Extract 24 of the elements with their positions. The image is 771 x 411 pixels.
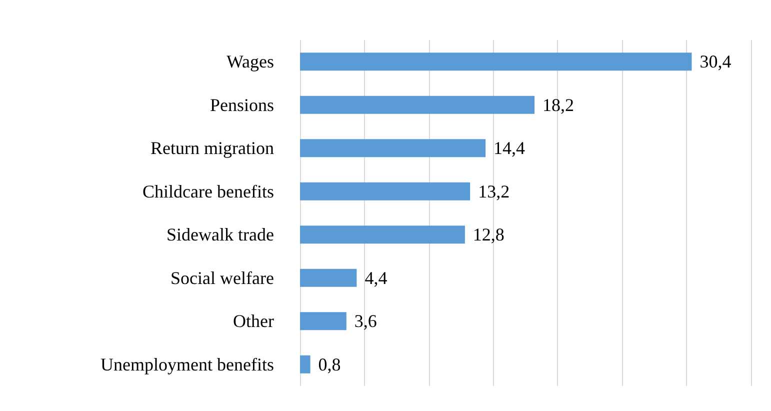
- y-tick-label: Unemployment benefits: [100, 354, 274, 374]
- data-label: 18,2: [542, 94, 574, 115]
- y-tick-label: Other: [233, 311, 274, 332]
- y-tick-label: Pensions: [210, 94, 274, 115]
- y-tick-label: Wages: [226, 52, 274, 72]
- bar: [300, 52, 692, 71]
- y-tick-label: Return migration: [150, 138, 274, 158]
- data-label: 4,4: [364, 268, 388, 288]
- bar: [300, 268, 357, 287]
- bar: [300, 226, 465, 244]
- data-label: 30,4: [700, 52, 732, 72]
- data-label: 3,6: [354, 311, 377, 332]
- data-label: 0,8: [318, 354, 341, 374]
- y-tick-label: Social welfare: [170, 268, 274, 288]
- bar: [300, 355, 310, 374]
- y-tick-label: Childcare benefits: [142, 181, 274, 202]
- y-tick-label: Sidewalk trade: [166, 224, 274, 245]
- bar: [300, 139, 486, 158]
- bar: [300, 96, 535, 114]
- bar: [300, 312, 346, 330]
- data-label: 12,8: [472, 224, 504, 245]
- data-label: 14,4: [494, 138, 526, 158]
- data-label: 13,2: [478, 181, 510, 202]
- bar: [300, 182, 470, 200]
